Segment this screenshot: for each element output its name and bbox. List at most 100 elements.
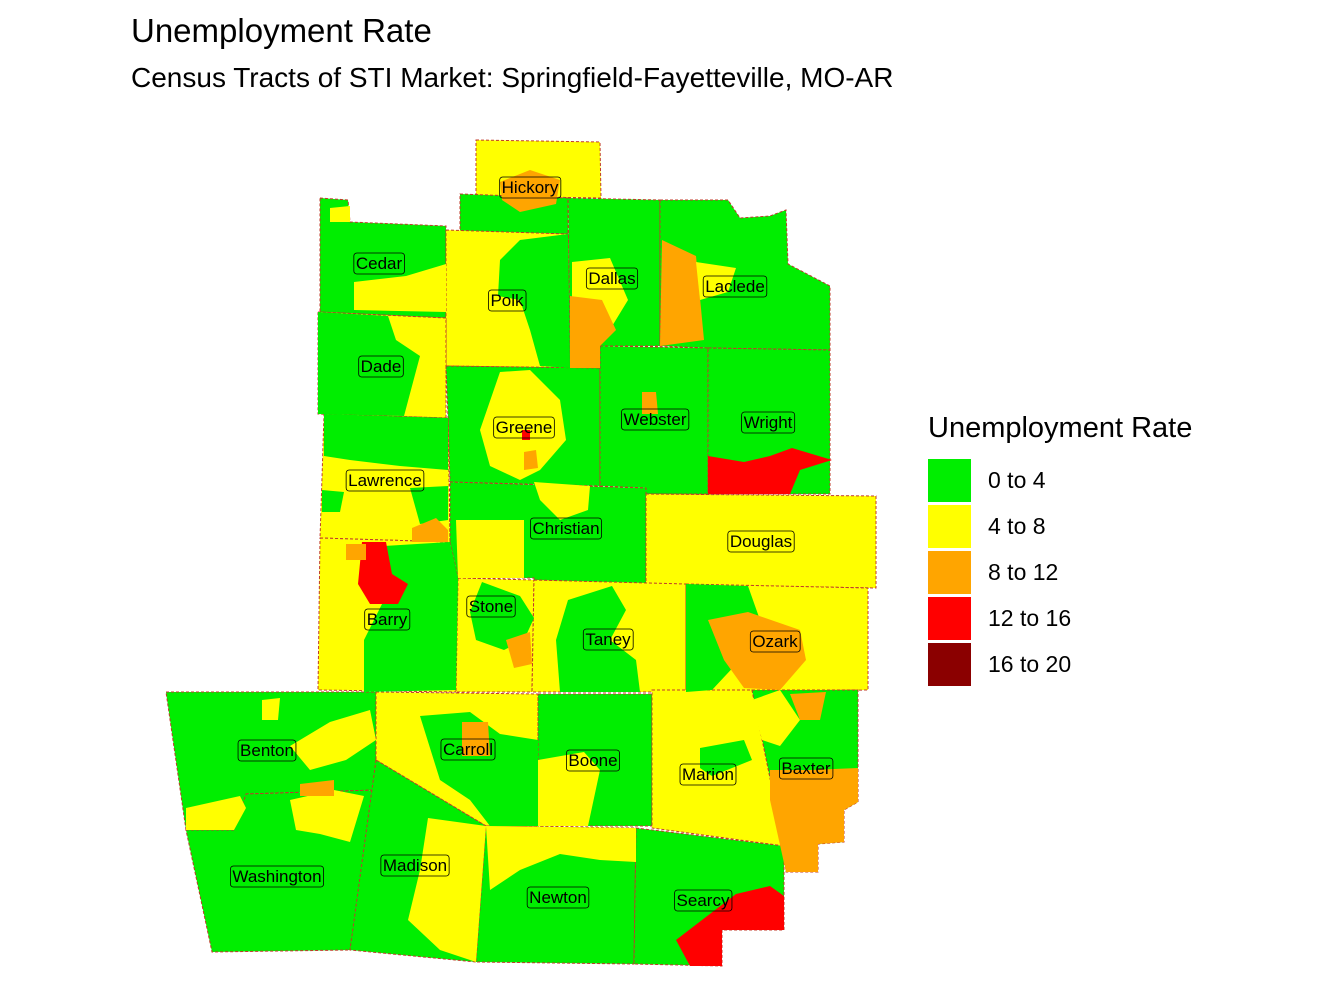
county-label-cedar: Cedar xyxy=(353,252,405,275)
tract-hickory-orange xyxy=(500,170,560,212)
tract-wright-red xyxy=(708,448,832,494)
county-label-stone: Stone xyxy=(466,595,516,618)
county-label-text: Carroll xyxy=(443,740,493,759)
tract-baxter-yellow xyxy=(752,690,800,746)
county-label-box xyxy=(530,517,602,540)
county-label-box xyxy=(353,252,405,275)
tract-laclede-yellow xyxy=(696,262,736,300)
county-label-box xyxy=(237,739,297,762)
tract-lawrence-green-2 xyxy=(410,486,448,524)
county-label-washington: Washington xyxy=(230,865,324,888)
county-label-text: Taney xyxy=(585,630,631,649)
tract-cedar-yellow-2 xyxy=(330,206,350,222)
county-label-text: Ozark xyxy=(752,632,798,651)
tract-webster-orange xyxy=(642,392,658,414)
county-label-ozark: Ozark xyxy=(749,630,801,653)
county-label-text: Christian xyxy=(532,519,599,538)
county-douglas xyxy=(645,493,877,589)
tract-ozark-orange xyxy=(708,612,806,690)
tract-polk-green xyxy=(498,234,570,368)
legend-title: Unemployment Rate xyxy=(928,412,1193,444)
county-label-box xyxy=(440,738,496,761)
tract-lawrence-green-3 xyxy=(322,490,344,512)
tract-baxter-orange-2 xyxy=(790,692,826,720)
tract-madison-yellow xyxy=(408,818,486,962)
map-title: Unemployment Rate xyxy=(131,12,432,49)
county-label-dallas: Dallas xyxy=(585,267,639,290)
county-label-box xyxy=(582,628,634,651)
county-label-lawrence: Lawrence xyxy=(345,469,425,492)
county-label-text: Hickory xyxy=(502,178,559,197)
choropleth-map: Hickory Cedar Polk Dallas Laclede Dade Greene W… xyxy=(165,139,877,967)
county-label-text: Baxter xyxy=(781,759,830,778)
county-label-text: Dallas xyxy=(588,269,635,288)
county-label-madison: Madison xyxy=(380,854,450,877)
tract-greene-orange xyxy=(524,450,538,470)
legend-items: 0 to 4 4 to 8 8 to 12 12 to 16 16 to 20 xyxy=(928,457,1192,687)
county-label-taney: Taney xyxy=(582,628,634,651)
tract-greene-red xyxy=(522,430,530,440)
county-label-text: Washington xyxy=(232,867,321,886)
county-labels: Hickory Cedar Polk Dallas Laclede Dade Greene W… xyxy=(230,176,834,912)
legend-label: 8 to 12 xyxy=(988,558,1059,585)
county-label-box xyxy=(345,469,425,492)
tract-lawrence-orange xyxy=(412,518,448,542)
tract-benton-yellow xyxy=(290,710,376,770)
legend-swatch xyxy=(928,642,971,686)
county-label-polk: Polk xyxy=(488,289,527,312)
county-label-text: Douglas xyxy=(730,532,792,551)
county-label-text: Wright xyxy=(744,413,793,432)
legend-item: 8 to 12 xyxy=(928,549,1192,595)
county-label-text: Polk xyxy=(490,291,524,310)
tract-stone-green xyxy=(470,582,534,650)
county-label-laclede: Laclede xyxy=(702,275,768,298)
legend-label: 4 to 8 xyxy=(988,512,1046,539)
tract-newton-yellow xyxy=(486,826,636,890)
county-label-box xyxy=(358,355,404,378)
legend-swatch xyxy=(928,458,971,502)
county-label-wright: Wright xyxy=(741,411,796,434)
legend-item: 16 to 20 xyxy=(928,641,1192,687)
county-label-box xyxy=(779,757,834,780)
county-label-text: Greene xyxy=(496,418,553,437)
tract-greene-yellow xyxy=(480,370,566,480)
map-subtitle: Census Tracts of STI Market: Springfield… xyxy=(131,62,894,93)
tract-barry-red xyxy=(358,542,408,604)
county-label-text: Boone xyxy=(568,751,617,770)
county-label-text: Cedar xyxy=(356,254,403,273)
legend-swatch xyxy=(928,596,971,640)
tract-barry-orange xyxy=(346,544,366,560)
tract-baxter-orange xyxy=(770,768,858,872)
tract-taney-green xyxy=(556,586,640,692)
tract-dade-green xyxy=(318,312,420,416)
county-label-benton: Benton xyxy=(237,739,297,762)
county-label-douglas: Douglas xyxy=(727,530,795,553)
county-label-text: Benton xyxy=(240,741,294,760)
tract-benton-yellow-2 xyxy=(186,796,246,830)
county-label-text: Webster xyxy=(624,410,687,429)
legend-label: 16 to 20 xyxy=(988,650,1072,677)
county-label-text: Madison xyxy=(383,856,447,875)
county-label-baxter: Baxter xyxy=(779,757,834,780)
county-label-carroll: Carroll xyxy=(440,738,496,761)
county-label-boone: Boone xyxy=(566,749,620,772)
tract-benton-yellow-3 xyxy=(262,698,280,720)
legend-swatch xyxy=(928,550,971,594)
county-label-box xyxy=(585,267,639,290)
tract-searcy-red xyxy=(676,886,784,966)
legend-item: 4 to 8 xyxy=(928,503,1192,549)
legend-label: 12 to 16 xyxy=(988,604,1072,631)
tract-washington-orange xyxy=(300,780,334,796)
county-label-barry: Barry xyxy=(364,608,411,631)
county-label-box xyxy=(466,595,516,618)
tract-carroll-green xyxy=(420,712,538,826)
county-label-hickory: Hickory xyxy=(499,176,562,199)
legend-label: 0 to 4 xyxy=(988,466,1046,493)
county-label-box xyxy=(526,886,590,909)
county-label-text: Searcy xyxy=(677,891,730,910)
county-label-box xyxy=(488,289,527,312)
county-label-text: Laclede xyxy=(705,277,765,296)
county-label-box xyxy=(499,176,562,199)
county-label-box xyxy=(702,275,768,298)
county-label-text: Lawrence xyxy=(348,471,422,490)
